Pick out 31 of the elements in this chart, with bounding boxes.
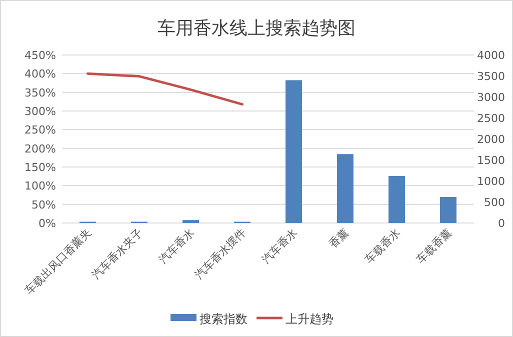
y-tick-label: 200% xyxy=(24,142,56,156)
y2-tick-label: 2000 xyxy=(477,133,505,146)
y-tick-label: 150% xyxy=(24,161,56,174)
bar xyxy=(440,196,456,223)
bar xyxy=(388,176,405,223)
y2-tick-label: 1000 xyxy=(477,175,505,188)
y-tick-label: 350% xyxy=(24,86,56,100)
legend-label: 搜索指数 xyxy=(200,312,248,326)
y2-tick-label: 3500 xyxy=(477,70,505,83)
y2-tick-label: 2500 xyxy=(477,112,505,125)
x-tick-label: 车载香薰 xyxy=(414,226,454,266)
y-tick-label: 100% xyxy=(24,180,56,193)
bar xyxy=(286,80,302,223)
x-tick-label: 香薰 xyxy=(326,226,352,251)
y2-tick-label: 0 xyxy=(498,217,505,230)
y2-tick-label: 3000 xyxy=(477,91,505,104)
bar xyxy=(337,154,354,223)
bar xyxy=(182,220,199,223)
y-tick-label: 300% xyxy=(24,105,56,118)
x-tick-label: 车载香水 xyxy=(362,226,403,266)
legend-label: 上升趋势 xyxy=(286,312,334,326)
y-tick-label: 0% xyxy=(38,217,56,230)
y2-tick-label: 500 xyxy=(484,196,505,209)
chart-title: 车用香水线上搜索趋势图 xyxy=(158,18,356,39)
x-tick-label: 汽车香水 xyxy=(260,226,300,266)
y-tick-label: 450% xyxy=(24,49,56,62)
y2-tick-label: 4000 xyxy=(477,49,505,62)
y2-tick-label: 1500 xyxy=(477,154,505,167)
y-tick-label: 50% xyxy=(32,198,56,212)
y-tick-label: 400% xyxy=(24,68,56,81)
y-tick-label: 250% xyxy=(24,124,56,137)
